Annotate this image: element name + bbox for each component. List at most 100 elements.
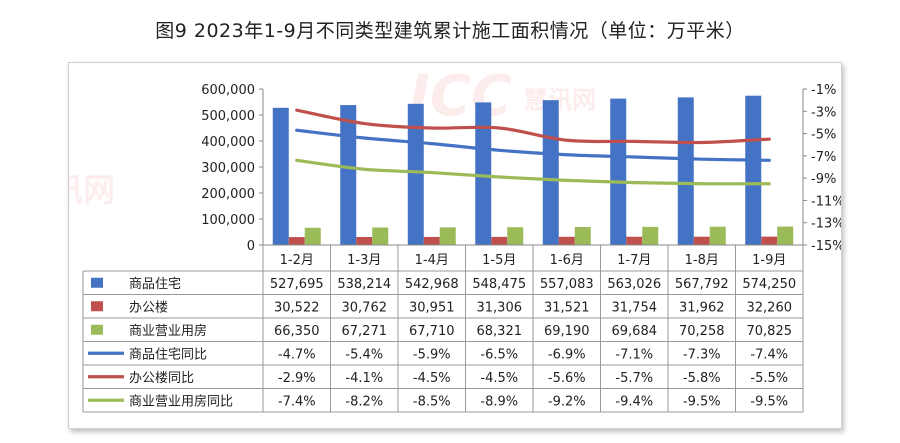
bar — [626, 236, 643, 245]
bar — [642, 226, 659, 245]
table-cell: 31,962 — [679, 300, 725, 315]
x-axis-tick-label: 1-3月 — [347, 253, 381, 268]
table-cell: -4.7% — [278, 347, 316, 362]
bar — [507, 227, 524, 245]
table-cell: -5.7% — [615, 371, 653, 386]
table-cell: 542,968 — [405, 277, 459, 292]
right-axis-tick-label: -3% — [811, 105, 836, 120]
table-cell: 31,521 — [544, 300, 590, 315]
bar — [542, 100, 559, 245]
chart-frame: ICC慧讯网慧讯网 0100,000200,000300,000400,0005… — [68, 62, 842, 429]
bar — [340, 105, 357, 245]
left-axis-tick-label: 200,000 — [201, 187, 255, 202]
combo-chart: ICC慧讯网慧讯网 0100,000200,000300,000400,0005… — [69, 64, 841, 413]
table-cell: -5.5% — [750, 371, 788, 386]
table-cell: -5.4% — [345, 347, 383, 362]
table-cell: 30,522 — [274, 300, 320, 315]
x-axis-tick-label: 1-4月 — [415, 253, 449, 268]
x-axis-tick-label: 1-9月 — [752, 253, 786, 268]
legend-swatch — [91, 301, 103, 312]
table-cell: -6.5% — [480, 347, 518, 362]
chart-title: 图9 2023年1-9月不同类型建筑累计施工面积情况（单位：万平米） — [155, 20, 745, 42]
bar — [356, 237, 373, 245]
table-cell: 70,258 — [679, 324, 725, 339]
line-series-group — [295, 108, 771, 186]
table-cell: 548,475 — [472, 277, 526, 292]
bar — [745, 95, 762, 245]
watermark-brand: ICC — [409, 64, 512, 129]
table-cell: 527,695 — [270, 277, 324, 292]
right-axis-tick-label: -9% — [811, 172, 836, 187]
right-axis-tick-label: -11% — [811, 194, 841, 209]
bar — [610, 98, 627, 245]
bar — [304, 227, 321, 245]
table-cell: 66,350 — [274, 324, 320, 339]
table-cell: 67,271 — [342, 324, 388, 339]
table-cell: -4.5% — [480, 371, 518, 386]
table-cell: -8.9% — [480, 394, 518, 409]
table-cell: -9.5% — [683, 394, 721, 409]
watermark-text: 慧讯网 — [69, 171, 115, 209]
x-axis-tick-label: 1-7月 — [617, 253, 651, 268]
series-line — [295, 108, 771, 145]
table-cell: 67,710 — [409, 324, 455, 339]
bar — [288, 237, 305, 245]
bar — [761, 236, 778, 245]
bar — [272, 107, 289, 245]
left-axis-tick-label: 500,000 — [201, 109, 255, 124]
table-cell: -7.3% — [683, 347, 721, 362]
table-cell: 567,792 — [675, 277, 729, 292]
table-cell: 557,083 — [540, 277, 594, 292]
table-cell: 30,762 — [342, 300, 388, 315]
table-cell: 563,026 — [607, 277, 661, 292]
table-row-label: 商品住宅同比 — [129, 347, 207, 362]
table-cell: -6.9% — [548, 347, 586, 362]
table-cell: -5.9% — [413, 347, 451, 362]
bar — [574, 227, 591, 245]
table-cell: 69,684 — [612, 324, 658, 339]
bar-series-group — [272, 95, 794, 245]
table-row-label: 商业营业用房同比 — [129, 393, 233, 409]
table-cell: -5.8% — [683, 371, 721, 386]
bar — [439, 227, 456, 245]
series-line — [295, 128, 771, 162]
table-cell: -5.6% — [548, 371, 586, 386]
x-axis-tick-label: 1-8月 — [685, 253, 719, 268]
bar — [677, 97, 694, 245]
table-cell: -7.4% — [278, 394, 316, 409]
bar — [475, 102, 492, 245]
right-axis-tick-label: -5% — [811, 128, 836, 143]
table-cell: -9.5% — [750, 394, 788, 409]
watermark-text: 慧讯网 — [524, 86, 596, 114]
bar — [423, 236, 440, 245]
table-cell: 30,951 — [409, 300, 455, 315]
table-cell: -9.2% — [548, 394, 586, 409]
left-axis-tick-label: 0 — [247, 239, 255, 254]
x-axis-tick-label: 1-5月 — [482, 253, 516, 268]
table-cell: -7.4% — [750, 347, 788, 362]
left-axis-tick-label: 300,000 — [201, 161, 255, 176]
table-cell: 68,321 — [477, 324, 523, 339]
table-row-label: 办公楼 — [129, 300, 168, 315]
bar — [709, 226, 726, 245]
right-axis-tick-label: -15% — [811, 239, 841, 254]
x-axis-tick-label: 1-2月 — [280, 253, 314, 268]
table-cell: 70,825 — [747, 324, 793, 339]
table-cell: -7.1% — [615, 347, 653, 362]
table-cell: -4.1% — [345, 371, 383, 386]
right-axis-tick-label: -13% — [811, 217, 841, 232]
bar — [558, 236, 575, 245]
legend-swatch — [91, 277, 103, 288]
right-axis-tick-label: -7% — [811, 150, 836, 165]
series-line — [295, 158, 771, 186]
left-axis-tick-label: 600,000 — [201, 83, 255, 98]
table-row-label: 办公楼同比 — [129, 371, 194, 386]
right-axis-tick-label: -1% — [811, 83, 836, 98]
table-cell: 69,190 — [544, 324, 590, 339]
watermark: ICC慧讯网慧讯网 — [69, 64, 596, 209]
left-axis-tick-label: 100,000 — [201, 213, 255, 228]
bar — [407, 103, 424, 245]
table-cell: 31,306 — [477, 300, 523, 315]
bar — [372, 227, 389, 245]
